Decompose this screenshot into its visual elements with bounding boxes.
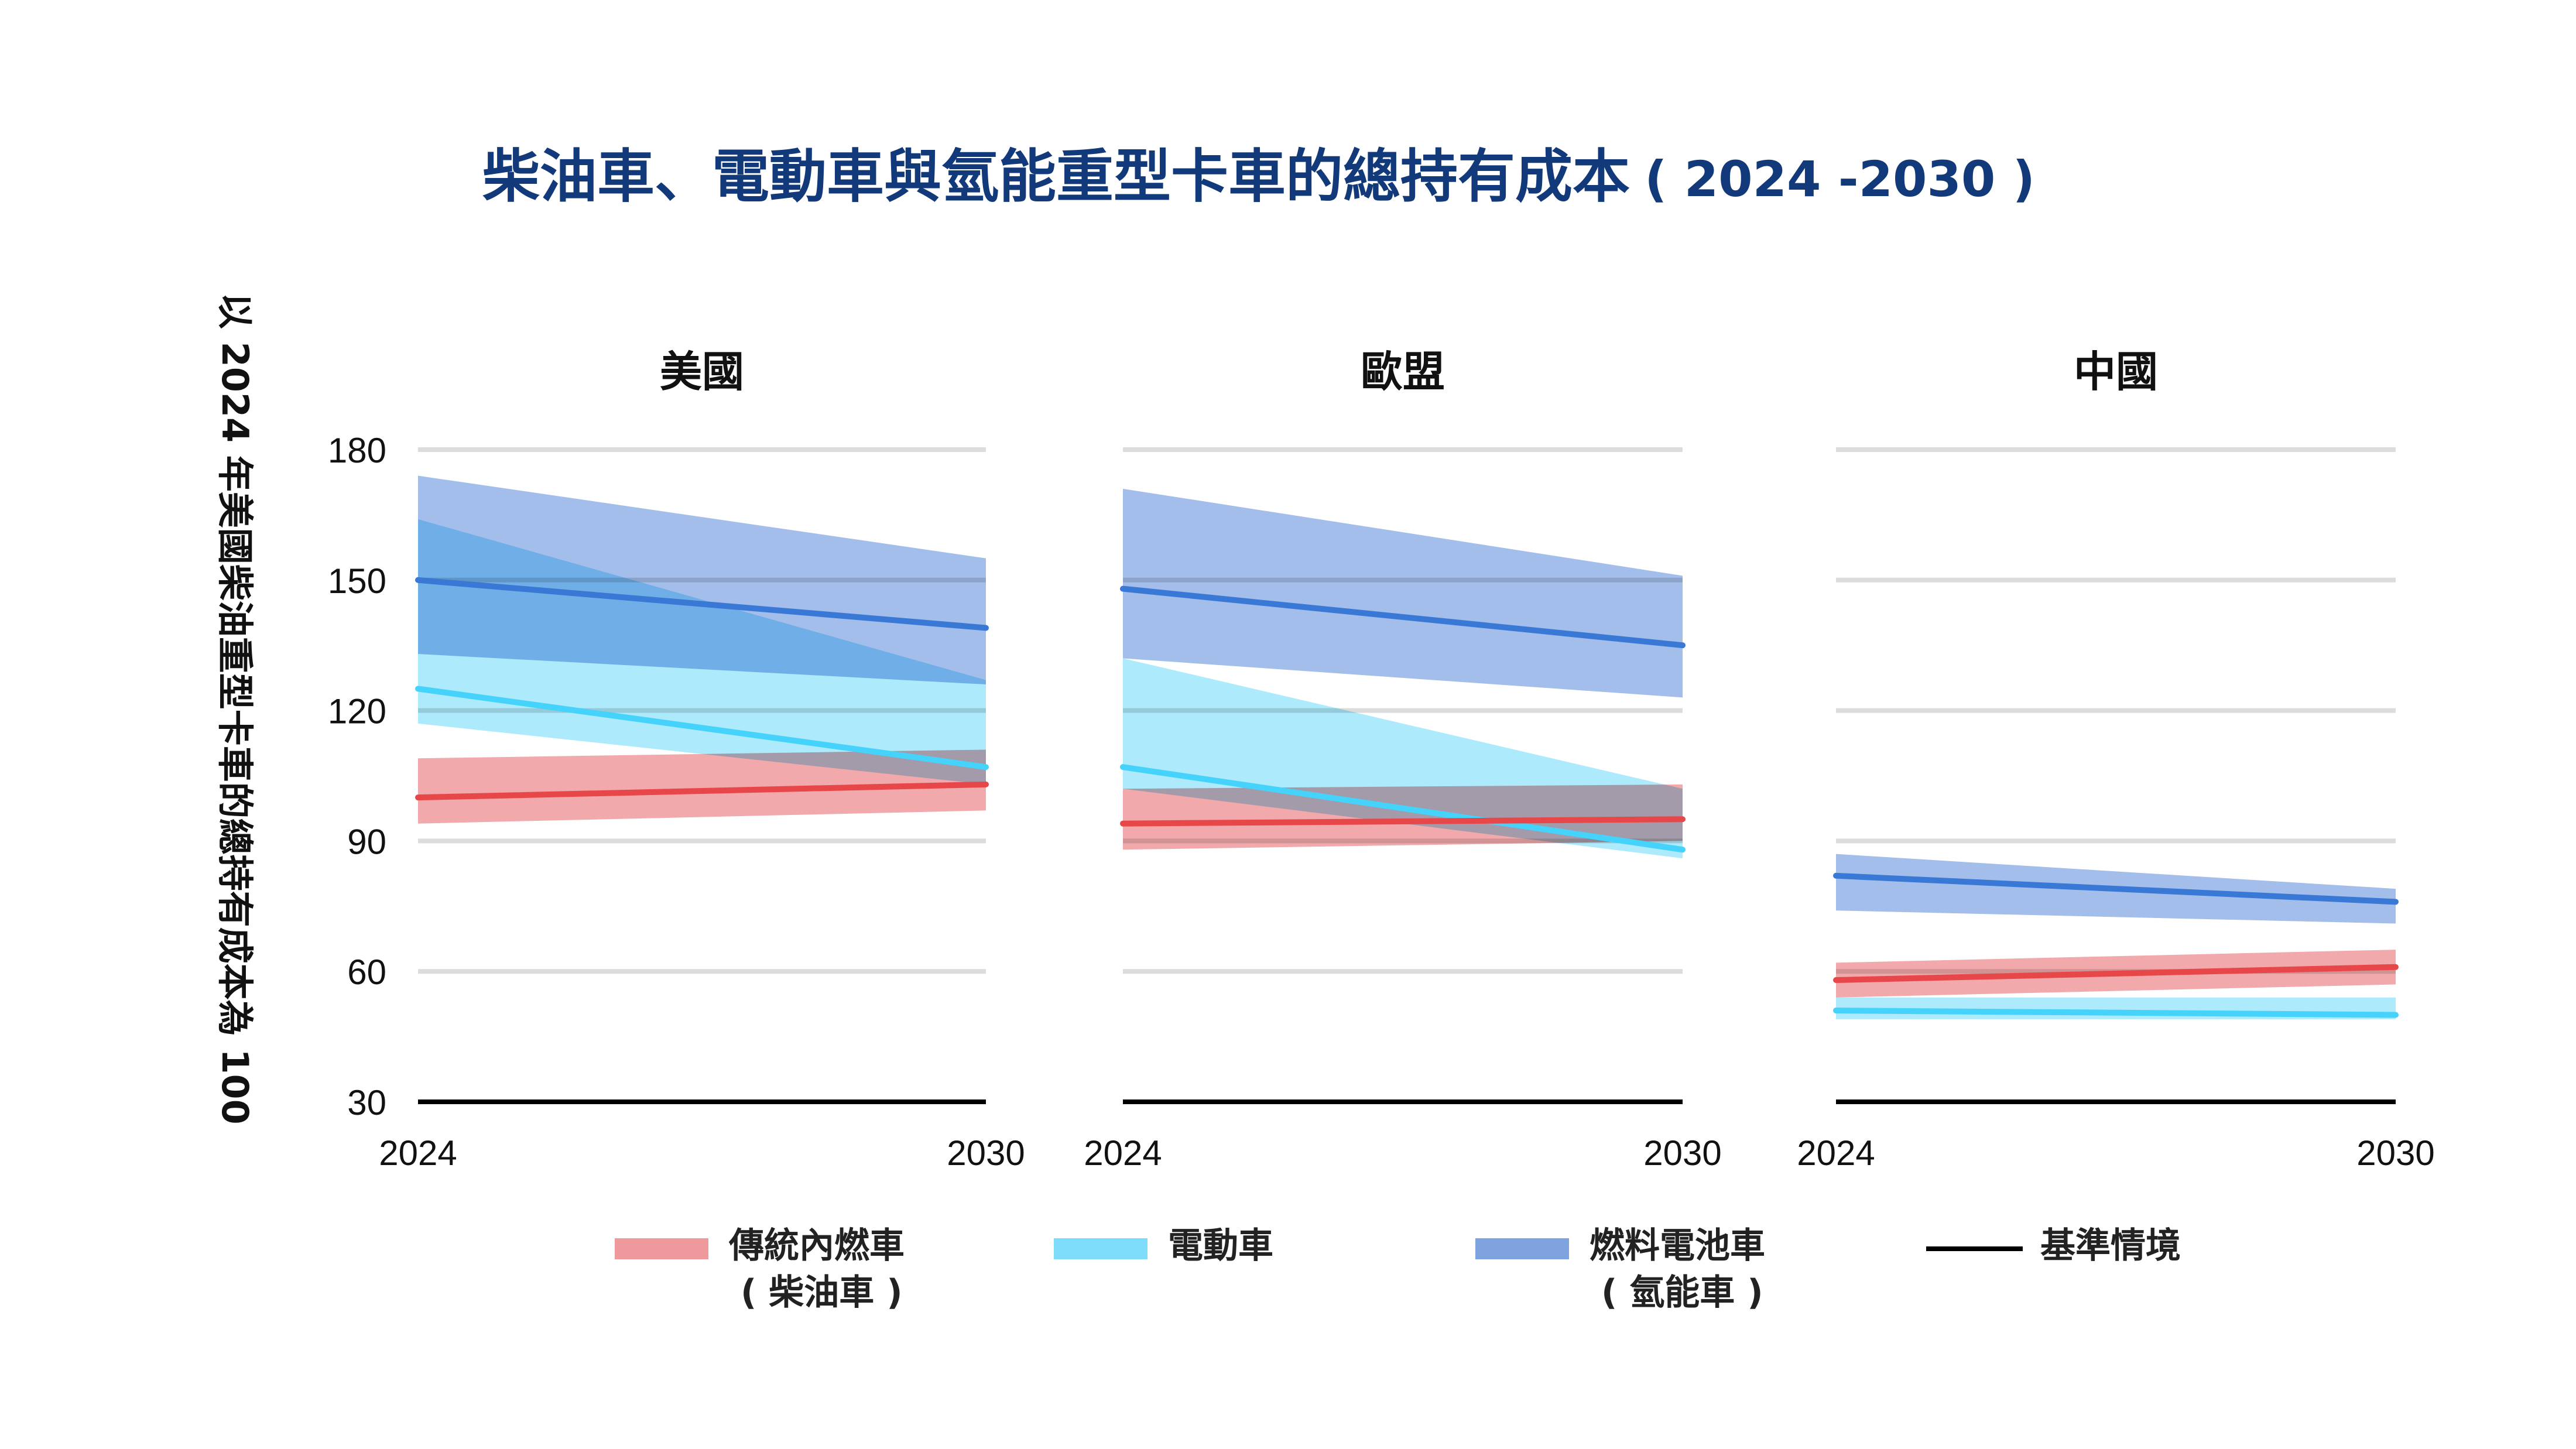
panel-title: 美國 — [660, 347, 744, 396]
panel-2: 中國 2024 2030 — [1797, 347, 2434, 1173]
x-tick-label: 2030 — [2356, 1133, 2434, 1173]
y-axis-label: 以 2024 年美國柴油重型卡車的總持有成本為 100 — [214, 293, 256, 1125]
chart-title-suffix: ( 2024 -2030 ) — [1645, 150, 2035, 208]
fc-range-band — [1123, 488, 1683, 698]
fc-line — [415, 577, 989, 631]
x-tick-label: 2024 — [379, 1133, 457, 1173]
legend-swatch — [1475, 1238, 1569, 1259]
legend-label: 基準情境 — [2040, 1225, 2181, 1266]
panel-title: 中國 — [2074, 347, 2158, 396]
panel-title: 歐盟 — [1361, 347, 1445, 396]
diesel-range-band — [1123, 784, 1683, 850]
y-tick-label: 180 — [328, 431, 386, 470]
x-tick-label: 2024 — [1797, 1133, 1875, 1173]
diesel-range-band — [418, 749, 986, 824]
legend-swatch — [615, 1238, 708, 1259]
ev-line — [1833, 1008, 2399, 1018]
ev-line — [1120, 764, 1686, 853]
diesel-line — [1120, 816, 1686, 827]
diesel-line — [415, 781, 989, 801]
diesel-line — [1833, 964, 2399, 984]
panel-1: 歐盟 2024 2030 — [1084, 347, 1721, 1173]
panel-0: 美國 180 150 120 90 60 30 2024 2030 — [328, 347, 1025, 1173]
legend-item-ev: 電動車 — [1054, 1225, 1273, 1266]
legend-label: 傳統內燃車 — [728, 1225, 905, 1266]
ev-line — [415, 686, 989, 770]
legend-item-diesel: 傳統內燃車 ( 柴油車 ) — [615, 1225, 905, 1313]
x-tick-label: 2024 — [1084, 1133, 1162, 1173]
y-tick-label: 90 — [347, 822, 386, 861]
x-tick-label: 2030 — [947, 1133, 1025, 1173]
y-tick-label: 150 — [328, 561, 386, 601]
y-tick-label: 120 — [328, 692, 386, 731]
y-tick-label: 30 — [347, 1083, 386, 1122]
chart-title: 柴油車、電動車與氫能重型卡車的總持有成本 ( 2024 -2030 ) — [482, 143, 2035, 210]
y-tick-label: 60 — [347, 953, 386, 992]
chart-title-main: 柴油車、電動車與氫能重型卡車的總持有成本 — [482, 143, 1630, 210]
x-tick-label: 2030 — [1643, 1133, 1721, 1173]
fc-line — [1833, 872, 2399, 905]
fc-line — [1120, 585, 1686, 649]
ev-range-band — [418, 519, 986, 785]
legend-sublabel: ( 氫能車 ) — [1601, 1272, 1763, 1313]
legend-item-fc: 燃料電池車 ( 氫能車 ) — [1475, 1225, 1765, 1313]
legend-label: 電動車 — [1168, 1225, 1273, 1266]
legend-sublabel: ( 柴油車 ) — [741, 1272, 903, 1313]
legend-swatch — [1054, 1238, 1147, 1259]
legend-item-baseline: 基準情境 — [1926, 1225, 2181, 1266]
legend-label: 燃料電池車 — [1590, 1225, 1765, 1266]
